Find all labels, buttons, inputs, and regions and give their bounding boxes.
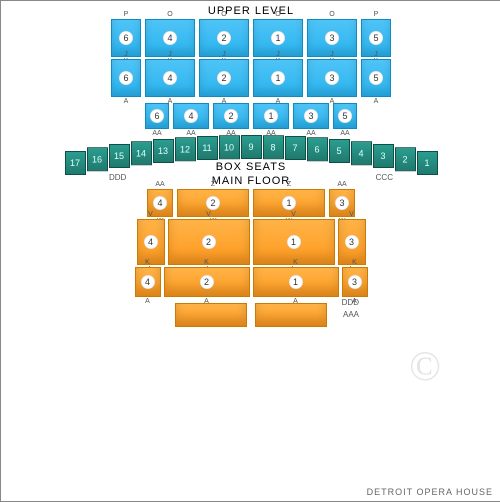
box-seat[interactable]: 8 — [263, 135, 284, 159]
section-block[interactable]: 6JA — [111, 59, 141, 97]
section-block[interactable]: 2ZW — [177, 189, 249, 217]
box-seat[interactable]: 15 — [109, 144, 130, 168]
section-block[interactable]: 2KA — [164, 267, 250, 297]
box-seat[interactable]: 11 — [197, 136, 218, 160]
watermark: © — [409, 343, 441, 391]
section-block[interactable]: 6AA — [145, 103, 169, 129]
box-seat[interactable]: 5 — [329, 139, 350, 163]
box-seat[interactable]: 1 — [417, 151, 438, 175]
venue-name: DETROIT OPERA HOUSE — [367, 487, 493, 497]
section-block[interactable] — [255, 303, 327, 327]
box-seat[interactable]: 9 — [241, 135, 262, 159]
upper-level-title: UPPER LEVEL — [1, 5, 500, 17]
main-title: MAIN FLOOR — [1, 175, 500, 187]
box-seat[interactable]: 4 — [351, 141, 372, 165]
section-block[interactable]: 2AA — [213, 103, 249, 129]
section-block[interactable]: 1AA — [253, 103, 289, 129]
box-seat[interactable]: 10 — [219, 135, 240, 159]
section-block[interactable]: 5JA — [361, 59, 391, 97]
section-block[interactable]: 3AA — [293, 103, 329, 129]
box-seat[interactable]: 12 — [175, 137, 196, 161]
main-floor: MAIN FLOOR DDD CCC 4AAW2ZW1ZW3AAW 4VL2VL… — [1, 175, 500, 327]
section-block[interactable]: 4KA — [135, 267, 161, 297]
section-block[interactable]: 1ZW — [253, 189, 325, 217]
box-seats: 1716151413121110987654321 BOX SEATS — [1, 135, 500, 173]
box-seat[interactable]: 6 — [307, 137, 328, 161]
section-block[interactable]: 1KA — [253, 267, 339, 297]
section-block[interactable]: 3KA — [342, 267, 368, 297]
label-ddd: DDD — [109, 173, 126, 182]
section-block[interactable]: 3JA — [307, 59, 357, 97]
section-block[interactable]: 4JA — [145, 59, 195, 97]
section-block[interactable]: 1JA — [253, 59, 303, 97]
section-block[interactable] — [175, 303, 247, 327]
section-block[interactable]: 4VL — [137, 219, 165, 265]
box-seat[interactable]: 3 — [373, 144, 394, 168]
section-block[interactable]: 2JA — [199, 59, 249, 97]
section-block[interactable]: 4AA — [173, 103, 209, 129]
upper-level: 6PK4OK2OK1OK3OK5PK 6JA4JA2JA1JA3JA5JA 6A… — [1, 19, 500, 129]
box-seat[interactable]: 2 — [395, 147, 416, 171]
label-ccc: CCC — [376, 173, 393, 182]
label-aaa: AAA — [343, 310, 359, 319]
section-block[interactable]: 5AA — [333, 103, 357, 129]
box-seat[interactable]: 7 — [285, 136, 306, 160]
box-seat[interactable]: 17 — [65, 151, 86, 175]
box-seat[interactable]: 14 — [131, 141, 152, 165]
box-seat[interactable]: 13 — [153, 139, 174, 163]
box-seat[interactable]: 16 — [87, 147, 108, 171]
label-ddd2: DDD — [342, 298, 359, 307]
